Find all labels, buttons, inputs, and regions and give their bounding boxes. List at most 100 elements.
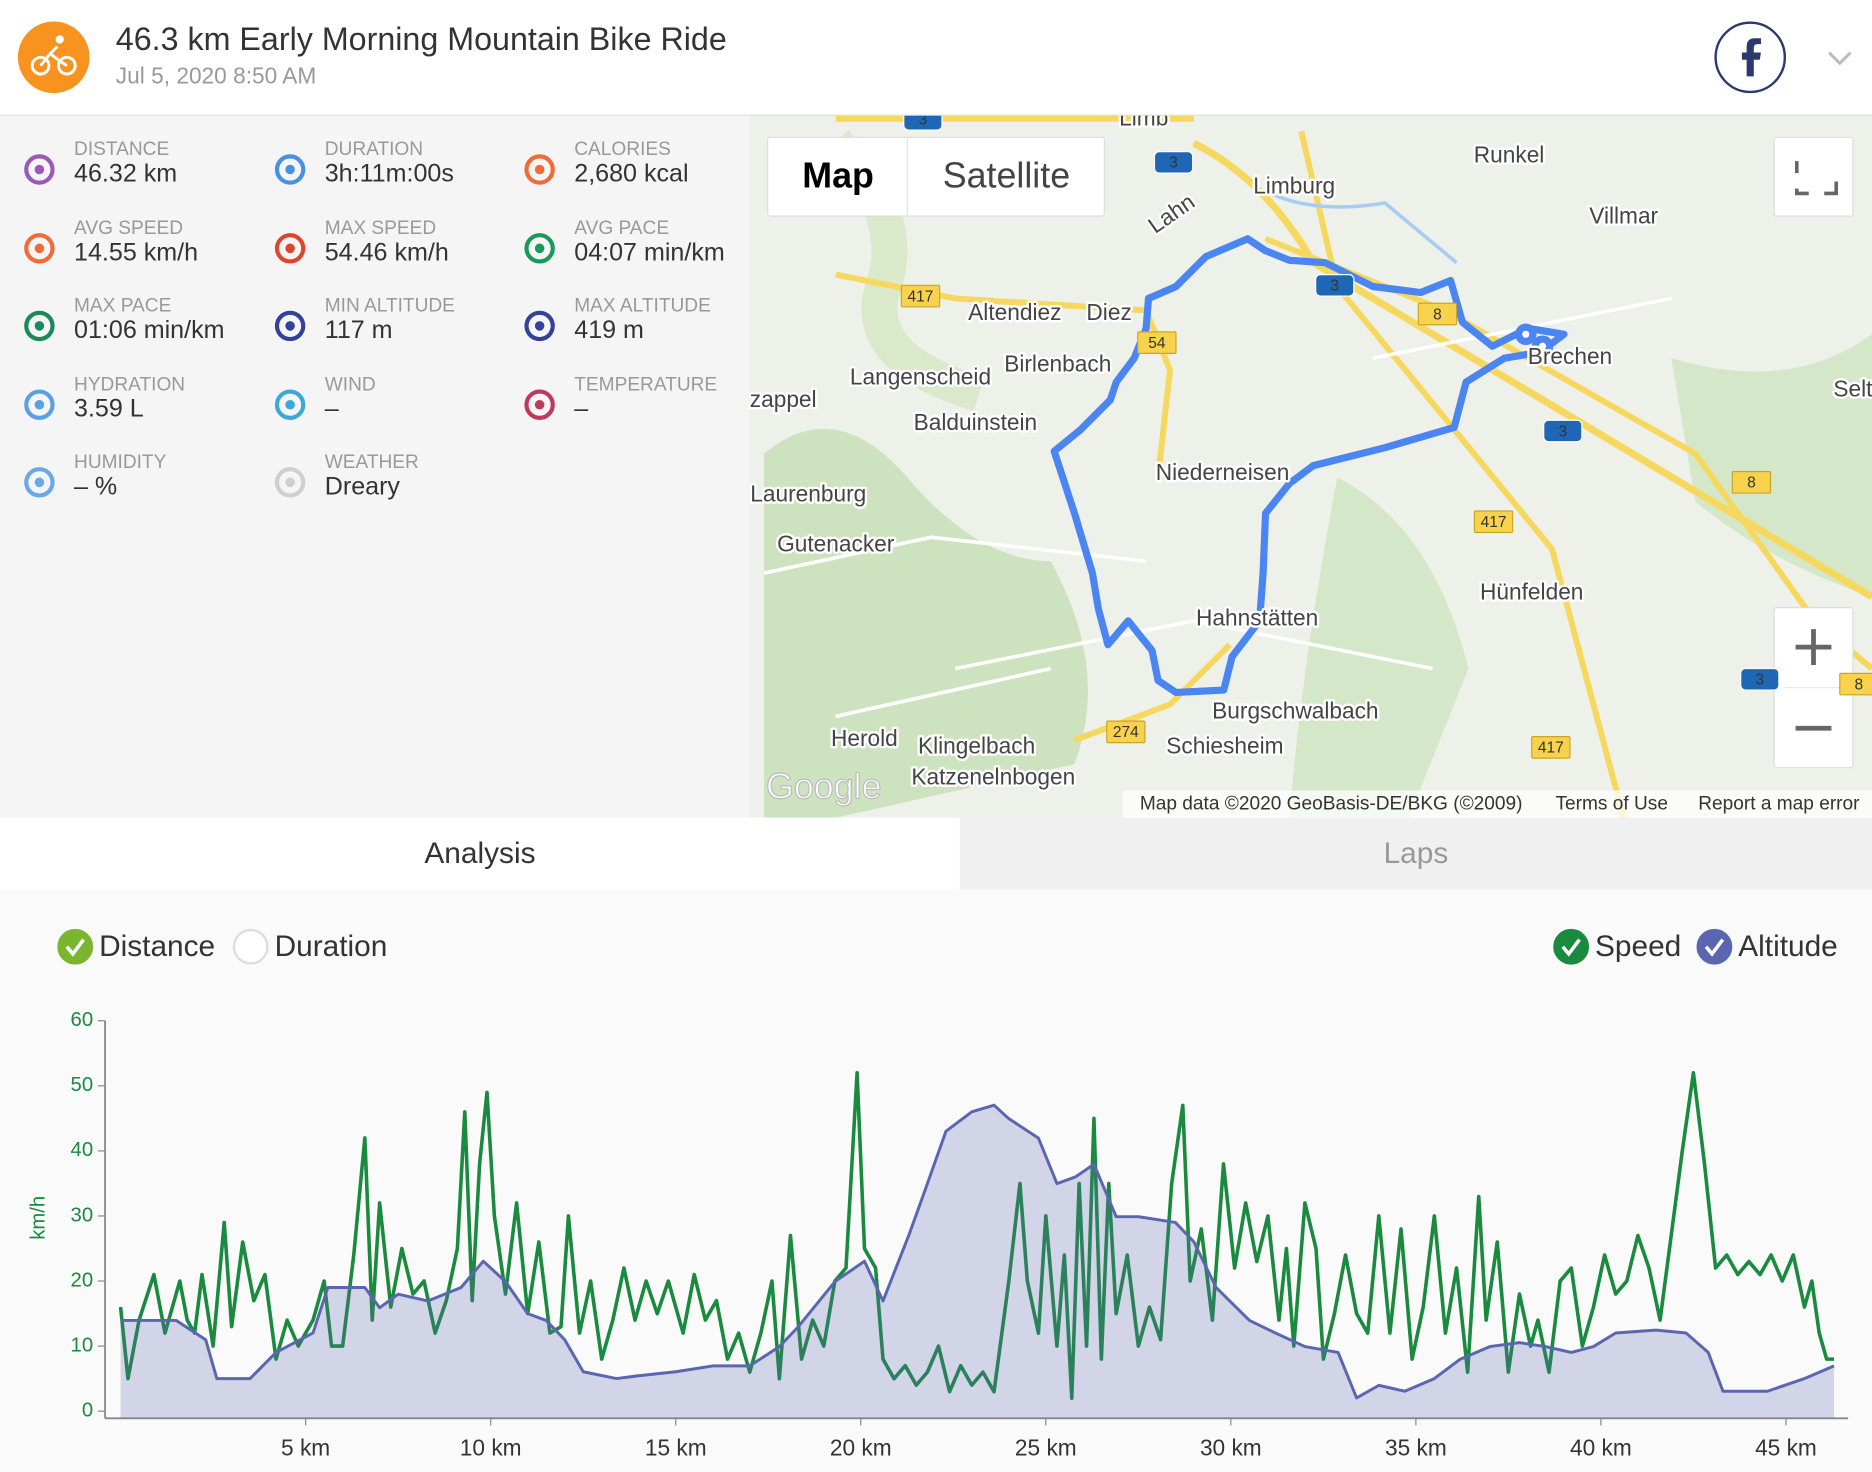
map-place-label: Diez bbox=[1086, 299, 1131, 325]
road-shield bbox=[900, 284, 941, 308]
map-place-label: Hünfelden bbox=[1480, 578, 1583, 604]
road-shield bbox=[1106, 720, 1146, 744]
road-label: 54 bbox=[1148, 335, 1166, 352]
fullscreen-button[interactable] bbox=[1773, 136, 1854, 217]
altitude-area bbox=[120, 1105, 1835, 1419]
stat-label: Hydration bbox=[74, 374, 186, 395]
toggle-check bbox=[65, 938, 86, 957]
map[interactable]: Map Satellite Runkel Limburg Villmar Altendie… bbox=[748, 115, 1872, 818]
toggle-check bbox=[1704, 938, 1725, 957]
road-label: 3 bbox=[1558, 423, 1567, 440]
toggle-label[interactable]: Speed bbox=[1595, 930, 1681, 963]
road-label: 417 bbox=[1538, 740, 1564, 757]
stat-icon bbox=[24, 310, 55, 342]
y-tick-label: 0 bbox=[82, 1400, 93, 1422]
road-shield bbox=[1731, 470, 1772, 494]
map-place-label: Gutenacker bbox=[777, 531, 895, 557]
stat-label: Calories bbox=[574, 139, 671, 160]
toggle-label[interactable]: Altitude bbox=[1738, 930, 1838, 963]
stat-icon-shape bbox=[24, 388, 55, 420]
activity-icon bbox=[17, 21, 90, 94]
map-place-label: Villmar bbox=[1589, 202, 1658, 228]
stat-value: 14.55 km/h bbox=[74, 238, 199, 266]
activity-title: 46.3 km Early Morning Mountain Bike Ride bbox=[115, 21, 727, 58]
zoom-control[interactable] bbox=[1773, 607, 1854, 769]
toggle-circle[interactable] bbox=[57, 928, 94, 965]
expand-chevron[interactable] bbox=[1827, 51, 1852, 66]
stat-icon bbox=[24, 154, 55, 185]
stat-icon-dot bbox=[534, 321, 545, 331]
map-type-button[interactable]: Map bbox=[802, 155, 874, 195]
x-tick-label: 20 km bbox=[830, 1434, 892, 1460]
map-place-label: Brechen bbox=[1528, 343, 1612, 369]
map-attribution[interactable]: Report a map error bbox=[1698, 794, 1860, 815]
tabs: Analysis Laps bbox=[0, 817, 1872, 890]
map-place-label: Niederneisen bbox=[1156, 459, 1290, 485]
stat-icon bbox=[524, 310, 555, 342]
stat-icon bbox=[524, 232, 555, 263]
map-attribution: Map data ©2020 GeoBasis-DE/BKG (©2009) bbox=[1140, 794, 1523, 815]
stat-icon-dot bbox=[34, 242, 45, 253]
stat-label: Distance bbox=[74, 139, 170, 160]
stat-icon bbox=[274, 154, 306, 185]
x-tick-label: 40 km bbox=[1570, 1434, 1632, 1460]
map-place-label: Balduinstein bbox=[914, 409, 1038, 435]
tab-analysis[interactable]: Analysis bbox=[0, 817, 960, 890]
road-shield bbox=[1153, 151, 1194, 174]
road-label: 8 bbox=[1747, 475, 1756, 492]
x-tick-label: 35 km bbox=[1385, 1434, 1447, 1460]
stat-value: 117 m bbox=[324, 316, 393, 344]
road-label: 274 bbox=[1113, 724, 1139, 741]
road-shield bbox=[1839, 672, 1872, 696]
stat-icon-shape bbox=[524, 232, 555, 263]
stat-icon-shape bbox=[274, 467, 306, 498]
toggle-label[interactable]: Duration bbox=[275, 930, 388, 963]
stat-value: 46.32 km bbox=[74, 159, 178, 188]
map-place-label: Laurenburg bbox=[750, 480, 866, 506]
stat-icon bbox=[24, 232, 55, 263]
stat-icon-dot bbox=[534, 242, 545, 253]
stat-value: – bbox=[574, 394, 589, 423]
stat-label: Max Altitude bbox=[574, 296, 711, 317]
map-type-button[interactable]: Satellite bbox=[943, 155, 1070, 195]
facebook-share[interactable] bbox=[1714, 21, 1787, 94]
road-shield bbox=[903, 115, 943, 131]
stat-label: Max Speed bbox=[324, 217, 437, 239]
road-label: 3 bbox=[1755, 672, 1764, 689]
stat-value: Dreary bbox=[324, 472, 400, 501]
road-shield bbox=[1417, 302, 1458, 326]
road-shield bbox=[1543, 419, 1583, 443]
stat-icon-shape bbox=[24, 467, 55, 498]
road-label: 3 bbox=[919, 116, 928, 129]
chart: km/h Distance Duration Speed Altitude 0 10 20 3… bbox=[28, 928, 1849, 1460]
toggle-circle[interactable] bbox=[1696, 928, 1733, 965]
y-tick-label: 40 bbox=[71, 1139, 94, 1161]
road-shield bbox=[1315, 273, 1355, 297]
toggle-check bbox=[1561, 938, 1581, 957]
stat-icon bbox=[274, 388, 306, 420]
toggle-circle[interactable] bbox=[1553, 928, 1590, 965]
road-label: 8 bbox=[1855, 676, 1864, 693]
map-place-label: Herold bbox=[831, 725, 898, 751]
road-shield bbox=[1473, 510, 1514, 534]
map-attribution[interactable]: Terms of Use bbox=[1556, 794, 1668, 815]
stat-icon-shape bbox=[274, 154, 306, 185]
map-place-label: Hahnstätten bbox=[1196, 605, 1318, 631]
toggle-circle[interactable] bbox=[232, 928, 269, 965]
stat-icon-shape bbox=[524, 310, 555, 342]
stat-icon-dot bbox=[34, 477, 45, 488]
road-label: 3 bbox=[1330, 278, 1339, 295]
stat-icon-shape bbox=[274, 388, 306, 420]
stat-icon-shape bbox=[274, 232, 306, 263]
road-label: 8 bbox=[1433, 306, 1442, 323]
stat-icon-dot bbox=[534, 164, 545, 175]
map-place-label: Klingelbach bbox=[918, 732, 1035, 758]
y-axis-label: km/h bbox=[28, 1196, 50, 1240]
map-place-label: Birlenbach bbox=[1004, 350, 1111, 376]
map-place-label: Altendiez bbox=[968, 299, 1061, 325]
stat-icon-dot bbox=[534, 399, 545, 409]
toggle-label[interactable]: Distance bbox=[99, 930, 215, 963]
tab-laps[interactable]: Laps bbox=[959, 817, 1872, 890]
y-tick-label: 20 bbox=[71, 1269, 94, 1291]
y-tick-label: 30 bbox=[71, 1204, 94, 1226]
